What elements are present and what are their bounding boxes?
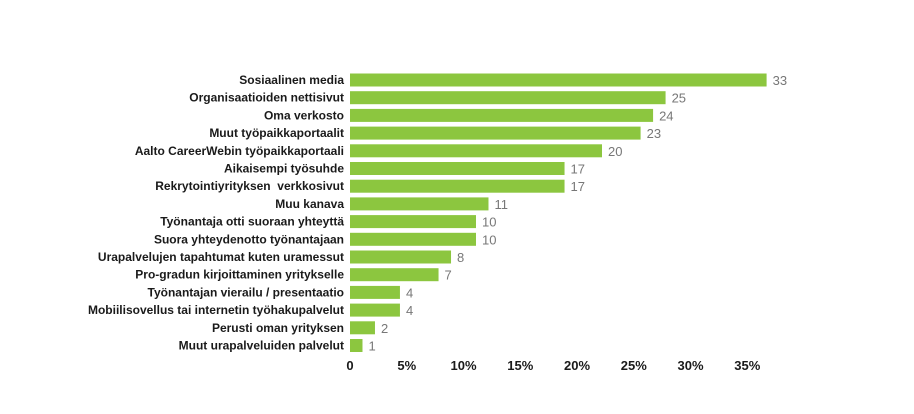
data-label: 23	[647, 126, 661, 141]
x-tick-label: 15%	[507, 358, 533, 373]
bar	[350, 108, 654, 122]
category-label: Suora yhteydenotto työnantajaan	[154, 232, 344, 246]
x-tick-label: 20%	[564, 358, 590, 373]
data-label: 4	[406, 303, 413, 318]
data-label: 17	[571, 162, 585, 177]
data-label: 1	[368, 339, 375, 354]
bar	[350, 197, 489, 211]
bar	[350, 179, 565, 193]
data-label: 2	[381, 321, 388, 336]
bar	[350, 144, 602, 158]
category-label: Aalto CareerWebin työpaikkaportaali	[135, 144, 344, 158]
category-label: Muu kanava	[275, 197, 344, 211]
bar	[350, 339, 363, 352]
data-label: 8	[457, 250, 464, 265]
bar	[350, 303, 400, 317]
bar	[350, 321, 375, 335]
data-label: 4	[406, 285, 413, 300]
data-label: 10	[482, 232, 496, 247]
category-label: Sosiaalinen media	[239, 73, 344, 87]
x-tick-label: 5%	[397, 358, 416, 373]
category-label: Oma verkosto	[264, 108, 344, 122]
category-label: Muut työpaikkaportaalit	[209, 126, 344, 140]
category-label: Rekrytointiyrityksen verkkosivut	[155, 179, 344, 193]
x-tick-label: 30%	[678, 358, 704, 373]
category-label: Työnantajan vierailu / presentaatio	[148, 285, 345, 299]
bar	[350, 232, 476, 246]
bar	[350, 126, 641, 140]
bar	[350, 91, 666, 105]
data-label: 17	[571, 179, 585, 194]
category-label: Muut urapalveluiden palvelut	[179, 339, 344, 353]
category-label: Mobiilisovellus tai internetin työhakupa…	[88, 303, 344, 317]
category-label: Aikaisempi työsuhde	[224, 162, 344, 176]
x-tick-label: 10%	[450, 358, 476, 373]
category-label: Organisaatioiden nettisivut	[189, 91, 344, 105]
bar	[350, 268, 439, 282]
x-tick-label: 35%	[734, 358, 760, 373]
category-label: Urapalvelujen tapahtumat kuten uramessut	[98, 250, 344, 264]
bar	[350, 250, 452, 264]
bar	[350, 285, 400, 299]
data-label: 7	[445, 268, 452, 283]
category-label: Työnantaja otti suoraan yhteyttä	[160, 215, 344, 229]
data-label: 20	[608, 144, 622, 159]
data-label: 33	[773, 73, 787, 88]
x-tick-label: 0	[346, 358, 353, 373]
bar	[350, 215, 476, 229]
data-label: 11	[494, 197, 508, 212]
x-tick-label: 25%	[621, 358, 647, 373]
category-label: Pro-gradun kirjoittaminen yritykselle	[135, 268, 344, 282]
bar	[350, 73, 767, 87]
category-label: Perusti oman yrityksen	[212, 321, 344, 335]
data-label: 25	[672, 91, 686, 106]
bar	[350, 162, 565, 175]
data-label: 10	[482, 215, 496, 230]
data-label: 24	[659, 108, 673, 123]
